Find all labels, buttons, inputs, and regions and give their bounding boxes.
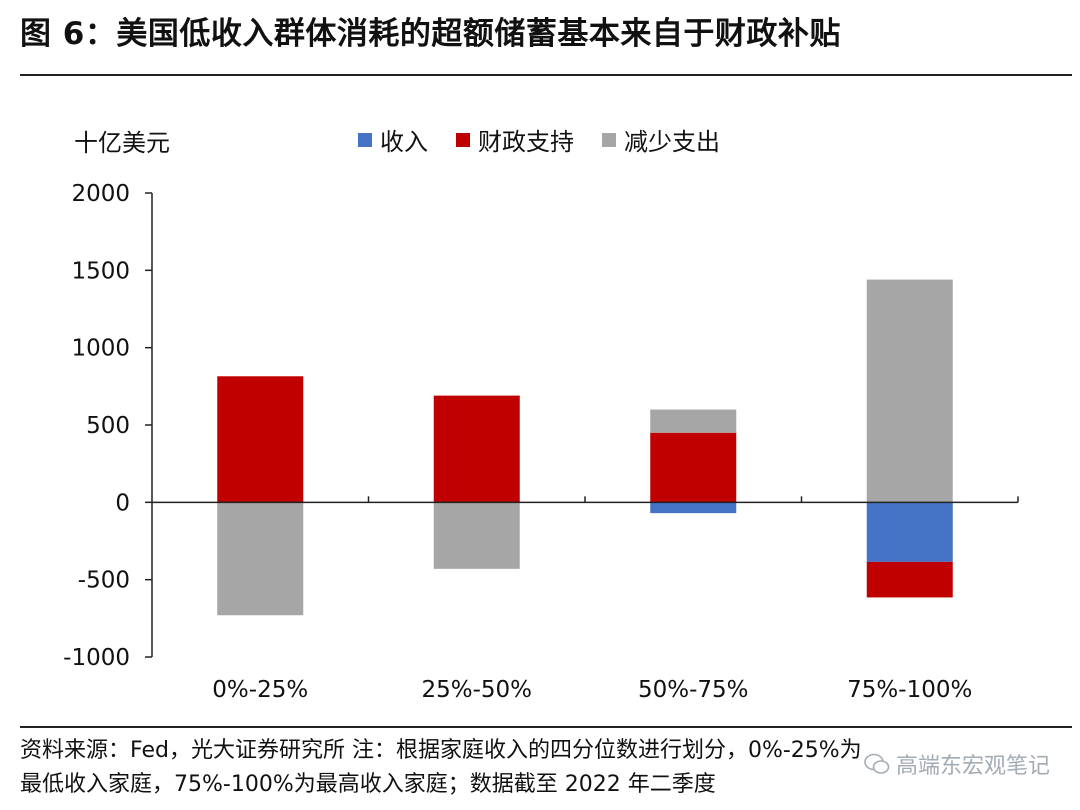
y-tick-label: 1500 (71, 258, 130, 284)
x-category-label: 0%-25% (212, 677, 308, 703)
bar-2-0 (650, 502, 737, 514)
x-category-label: 50%-75% (638, 677, 749, 703)
x-category-label: 25%-50% (421, 677, 532, 703)
y-axis-unit-label: 十亿美元 (74, 129, 170, 157)
bar-3-2 (866, 279, 953, 503)
bar-0-2 (217, 502, 304, 616)
legend-label-income: 收入 (380, 128, 428, 156)
y-tick-label: -500 (78, 568, 130, 594)
source-divider (20, 726, 1072, 728)
bar-3-0 (866, 502, 953, 562)
watermark: 高端东宏观笔记 (864, 748, 1050, 780)
y-tick-label: -1000 (63, 645, 130, 671)
chart-legend: 收入 财政支持 减少支出 (358, 122, 720, 157)
y-tick-label: 2000 (71, 181, 130, 207)
legend-swatch-income (358, 132, 372, 147)
wechat-icon (864, 753, 890, 774)
source-note-line-1: 资料来源：Fed，光大证券研究所 注：根据家庭收入的四分位数进行划分，0%-25… (20, 738, 862, 763)
legend-item-fiscal-support: 财政支持 (456, 122, 574, 157)
source-note: 资料来源：Fed，光大证券研究所 注：根据家庭收入的四分位数进行划分，0%-25… (20, 734, 1060, 802)
source-note-line-2: 最低收入家庭，75%-100%为最高收入家庭；数据截至 2022 年二季度 (20, 772, 716, 797)
legend-swatch-fiscal-support (456, 132, 470, 147)
x-category-label: 75%-100% (847, 677, 972, 703)
title-divider (20, 74, 1072, 76)
bar-3-1 (866, 561, 953, 598)
legend-label-reduced-spending: 减少支出 (624, 128, 720, 156)
legend-item-income: 收入 (358, 122, 428, 157)
legend-label-fiscal-support: 财政支持 (478, 128, 574, 156)
legend-item-reduced-spending: 减少支出 (602, 122, 720, 157)
bar-0-1 (217, 376, 304, 503)
bar-1-1 (433, 395, 520, 503)
stacked-bar-chart: 2000 1500 1000 500 0 -500 -1000 0%-25% 25%-50% 50… (63, 181, 1019, 703)
y-tick-label: 1000 (71, 336, 130, 362)
bar-2-1 (650, 432, 737, 503)
figure-title: 图 6：美国低收入群体消耗的超额储蓄基本来自于财政补贴 (20, 16, 841, 52)
y-tick-label: 500 (86, 413, 130, 439)
bar-1-2 (433, 502, 520, 569)
y-tick-label: 0 (115, 490, 130, 516)
watermark-text: 高端东宏观笔记 (895, 754, 1050, 779)
legend-swatch-reduced-spending (602, 132, 616, 147)
bar-2-2 (650, 409, 737, 433)
